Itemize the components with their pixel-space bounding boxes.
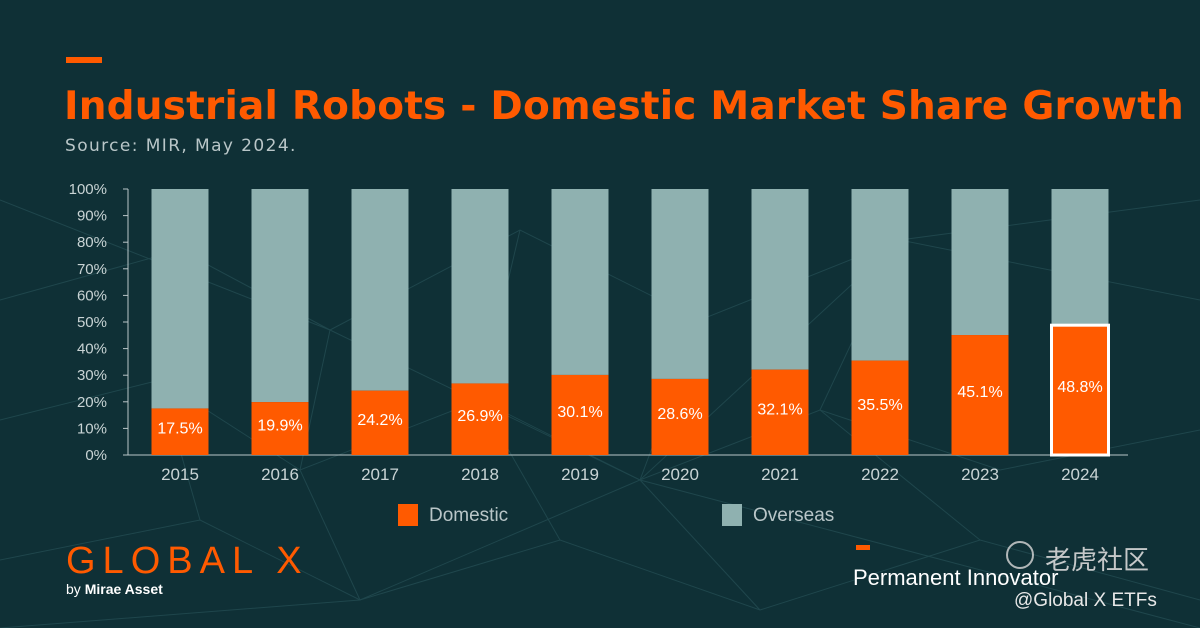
chart-title: Industrial Robots - Domestic Market Shar… <box>64 84 1185 129</box>
y-tick-label: 80% <box>77 234 107 251</box>
byline-parent: Mirae Asset <box>84 581 163 597</box>
bar-domestic-2017 <box>351 390 409 455</box>
watermark-handle: @Global X ETFs <box>1014 590 1157 611</box>
x-tick-label-2024: 2024 <box>1061 465 1099 484</box>
data-label-2022: 35.5% <box>857 397 902 414</box>
bar-overseas-2022 <box>851 189 909 361</box>
x-tick-label-2017: 2017 <box>361 465 399 484</box>
bar-overseas-2016 <box>251 189 309 403</box>
data-label-2017: 24.2% <box>357 412 402 429</box>
legend-domestic-swatch <box>398 504 418 526</box>
y-tick-label: 40% <box>77 341 107 358</box>
bar-overseas-2021 <box>751 189 809 370</box>
watermark-text: 老虎社区 <box>1045 540 1149 577</box>
legend-overseas-label: Overseas <box>753 505 835 526</box>
bar-domestic-2018 <box>451 383 509 455</box>
bar-overseas-2024 <box>1051 189 1109 326</box>
y-tick-label: 10% <box>77 420 107 437</box>
legend-overseas-swatch <box>722 504 742 526</box>
data-label-2023: 45.1% <box>957 384 1002 401</box>
bar-domestic-2023 <box>951 335 1009 455</box>
bar-domestic-2024 <box>1050 323 1110 457</box>
data-label-2015: 17.5% <box>157 421 202 438</box>
data-label-2021: 32.1% <box>757 401 802 418</box>
data-label-2020: 28.6% <box>657 406 702 423</box>
y-tick-label: 50% <box>77 314 107 331</box>
bar-domestic-2019 <box>551 374 609 455</box>
x-tick-label-2018: 2018 <box>461 465 499 484</box>
y-tick-label: 60% <box>77 287 107 304</box>
y-tick-label: 100% <box>69 181 107 198</box>
bar-domestic-2021 <box>751 369 809 455</box>
bar-overseas-2015 <box>151 189 209 409</box>
y-tick-label: 20% <box>77 394 107 411</box>
bar-overseas-2019 <box>551 189 609 375</box>
legend-domestic-label: Domestic <box>429 505 509 526</box>
x-tick-label-2020: 2020 <box>661 465 699 484</box>
bar-overseas-2017 <box>351 189 409 391</box>
byline-by: by <box>66 581 81 597</box>
x-tick-label-2019: 2019 <box>561 465 599 484</box>
data-label-2019: 30.1% <box>557 404 602 421</box>
y-tick-label: 30% <box>77 367 107 384</box>
bar-overseas-2020 <box>651 189 709 379</box>
x-tick-label-2022: 2022 <box>861 465 899 484</box>
x-tick-label-2016: 2016 <box>261 465 299 484</box>
y-tick-label: 90% <box>77 208 107 225</box>
x-tick-label-2023: 2023 <box>961 465 999 484</box>
x-tick-label-2015: 2015 <box>161 465 199 484</box>
data-label-2018: 26.9% <box>457 408 502 425</box>
watermark-logo-icon <box>1006 541 1034 569</box>
global-x-logo: GLOBAL X <box>66 540 309 582</box>
data-label-2016: 19.9% <box>257 418 302 435</box>
y-tick-label: 70% <box>77 261 107 278</box>
data-label-2024: 48.8% <box>1057 379 1102 396</box>
bar-overseas-2018 <box>451 189 509 384</box>
bar-domestic-2020 <box>651 378 709 455</box>
tagline: Permanent Innovator <box>853 565 1059 590</box>
bar-domestic-2022 <box>851 360 909 455</box>
bar-domestic-2016 <box>251 402 309 455</box>
x-tick-label-2021: 2021 <box>761 465 799 484</box>
chart-subtitle: Source: MIR, May 2024. <box>65 136 297 156</box>
y-tick-label: 0% <box>85 447 107 464</box>
tagline-accent-bar <box>856 545 870 550</box>
brand-byline: by Mirae Asset <box>66 581 163 597</box>
bar-overseas-2023 <box>951 189 1009 336</box>
watermark-label: 老虎社区 <box>1045 546 1150 576</box>
title-accent-bar <box>66 57 102 63</box>
bar-domestic-2015 <box>151 408 209 455</box>
